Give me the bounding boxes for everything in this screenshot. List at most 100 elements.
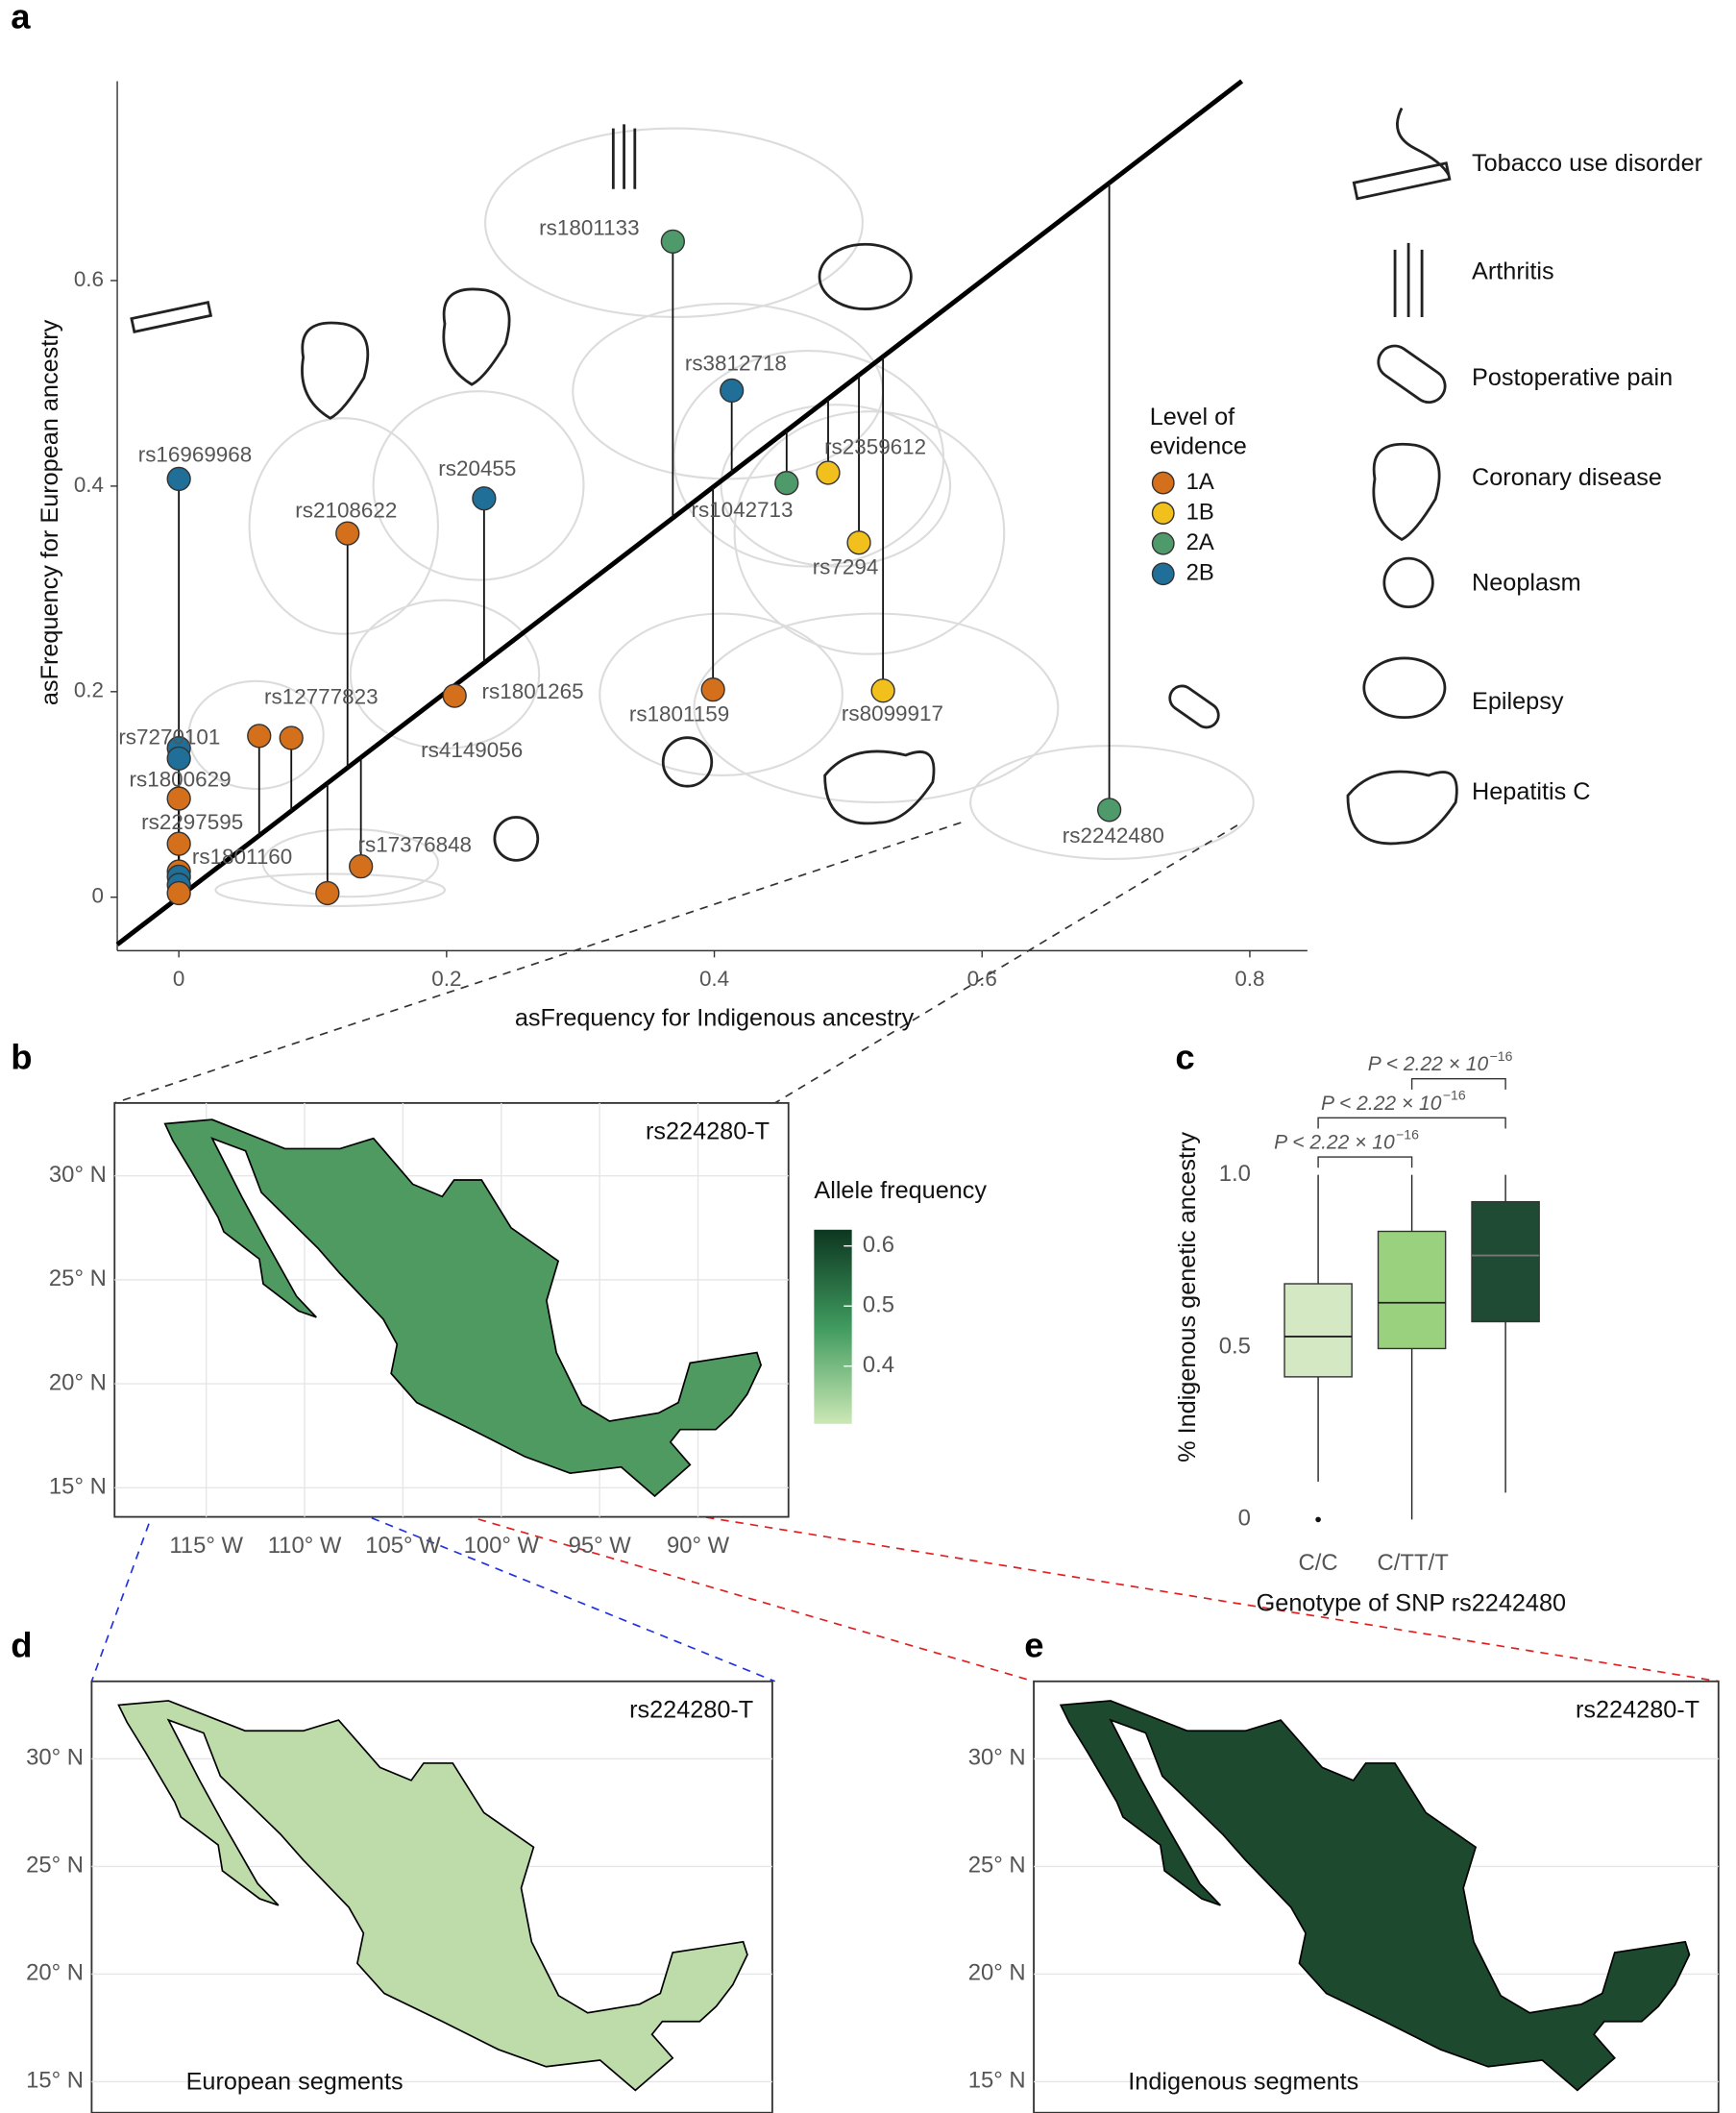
panel-letter: c [1175,1038,1194,1077]
point-label: rs3812718 [685,352,787,376]
disease-legend-label: Arthritis [1472,258,1554,284]
map-title: rs224280-T [629,1696,753,1723]
point [279,725,304,750]
x-axis-title: asFrequency for Indigenous ancestry [515,1005,915,1032]
point-label: rs17376848 [358,833,473,857]
disease-legend-label: Postoperative pain [1472,364,1673,391]
point-label: rs1800629 [130,768,232,792]
legend-swatch [1151,471,1175,495]
x-axis-title: Genotype of SNP rs2242480 [1257,1589,1566,1616]
y-tick-label: 0 [92,884,104,908]
y-tick-label: 15° N [968,2068,1026,2094]
disease-legend-label: Tobacco use disorder [1472,150,1702,177]
point [166,746,191,771]
p-value: P < 2.22 × 10 [1368,1053,1489,1075]
point [720,378,745,404]
disease-legend-label: Coronary disease [1472,464,1662,491]
legend-swatch [1151,502,1175,526]
p-value: P < 2.22 × 10 [1274,1132,1395,1154]
legend-label: 1B [1186,499,1214,525]
x-tick-label: 115° W [169,1533,243,1559]
map-caption: European segments [186,2069,403,2096]
colorbar-tick-label: 0.5 [863,1292,894,1318]
x-tick-label: C/T [1378,1550,1415,1576]
point-label: rs4149056 [421,738,523,762]
y-axis-title: % Indigenous genetic ancestry [1174,1132,1201,1462]
box [1377,1230,1447,1350]
point [166,880,191,906]
p-exponent: −16 [1490,1048,1513,1064]
map-title: rs224280-T [1576,1696,1699,1723]
x-tick-label: 0.2 [431,967,461,991]
y-tick-label: 0.2 [74,678,104,702]
y-tick-label: 25° N [26,1853,84,1879]
p-exponent: −16 [1443,1088,1466,1103]
x-tick-label: T/T [1414,1550,1449,1576]
point-label: rs1801160 [192,845,292,869]
x-tick-label: C/C [1299,1550,1338,1576]
y-tick-label: 25° N [968,1853,1026,1879]
x-tick-label: 110° W [268,1533,342,1559]
x-tick-label: 95° W [569,1533,632,1559]
disease-legend-label: Neoplasm [1472,569,1581,596]
cluster-ellipses [187,127,1255,908]
decor-icons [130,107,1458,862]
legend-title: evidence [1150,433,1247,460]
point [774,471,799,496]
y-axis-title: asFrequency for European ancestry [37,319,63,705]
x-tick-label: 100° W [464,1533,540,1559]
significance-bracket [1410,1077,1506,1090]
legend-label: 2B [1186,560,1214,586]
point [660,229,685,254]
point [335,521,360,546]
point-label: rs2359612 [824,435,926,459]
point-label: rs2108622 [295,499,397,523]
significance-bracket [1317,1156,1413,1168]
y-tick-label: 0.5 [1219,1333,1251,1359]
point-label: rs12777823 [264,684,379,708]
y-tick-label: 1.0 [1219,1161,1251,1187]
point [816,460,841,485]
point [166,466,191,492]
point-label: rs2242480 [1063,823,1164,848]
colorbar [814,1229,852,1424]
map-title: rs224280-T [646,1118,770,1144]
y-tick-label: 25° N [49,1265,107,1291]
point [1097,798,1122,823]
point [315,880,340,906]
point [247,724,272,749]
colorbar-title: Allele frequency [814,1177,987,1204]
point [349,854,374,879]
y-tick-label: 30° N [26,1745,84,1771]
point-label: rs7294 [813,554,879,578]
panel-letter: a [11,0,31,37]
x-tick-label: 0.4 [699,967,729,991]
point-label: rs1042713 [691,498,793,522]
y-tick-label: 15° N [49,1474,107,1500]
x-tick-label: 90° W [667,1533,730,1559]
point [472,486,497,511]
y-tick-label: 20° N [49,1369,107,1395]
point-label: rs16969968 [138,442,253,466]
country-shape [1059,1700,1691,2092]
point [166,831,191,856]
y-tick-label: 30° N [968,1745,1026,1771]
legend-swatch [1151,562,1175,586]
disease-legend-label: Hepatitis C [1472,778,1591,805]
point [442,683,467,708]
y-tick-label: 0 [1238,1506,1251,1532]
legend-title: Level of [1150,404,1235,430]
panel-letter: d [11,1625,32,1664]
point-label: rs20455 [438,456,516,480]
country-shape [117,1700,748,2092]
legend-label: 1A [1186,469,1214,495]
point-label: rs1801159 [629,701,729,725]
point-label: rs7270101 [118,725,220,749]
y-tick-label: 15° N [26,2068,84,2094]
colorbar-tick-label: 0.4 [863,1352,894,1378]
y-tick-label: 0.6 [74,267,104,291]
y-tick-label: 20° N [26,1960,84,1986]
box [1471,1200,1540,1323]
significance-bracket [1317,1117,1506,1129]
